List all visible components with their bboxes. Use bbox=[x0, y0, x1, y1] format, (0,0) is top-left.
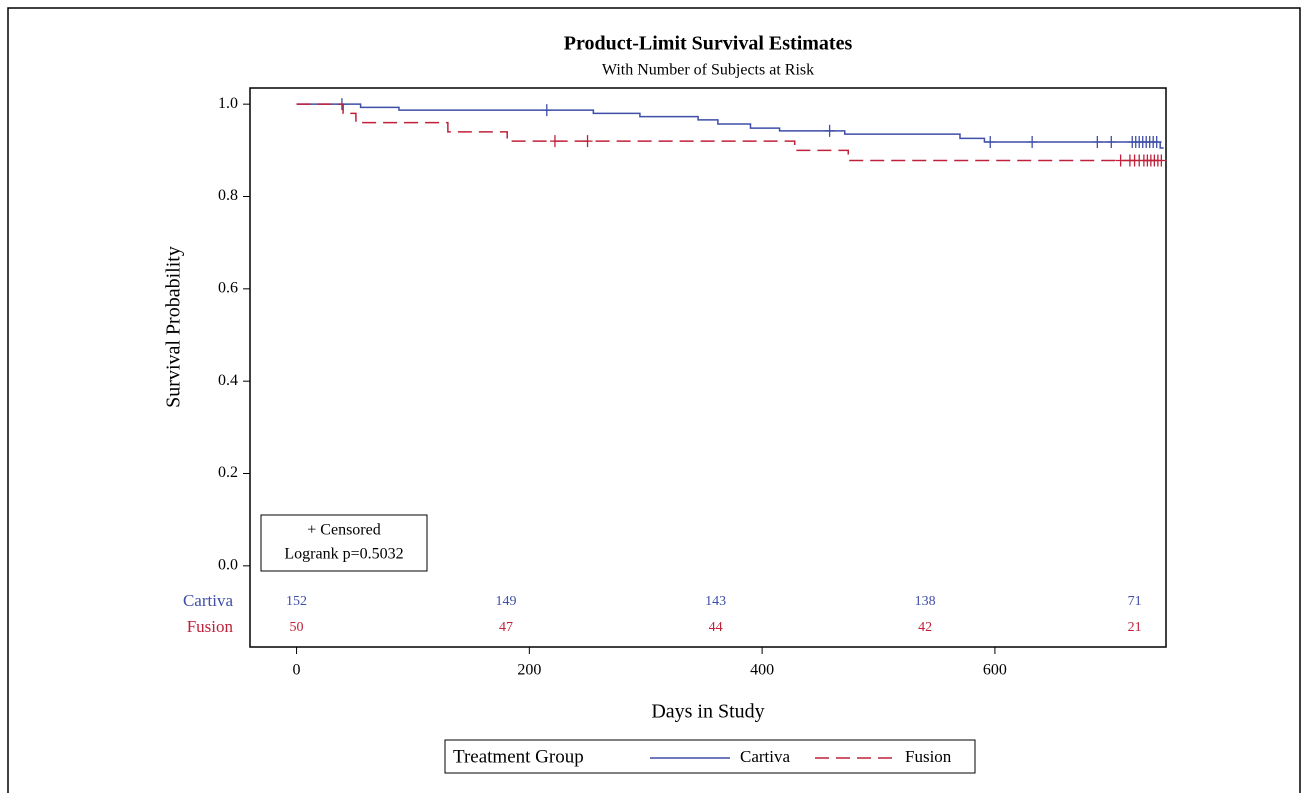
y-tick-label: 0.0 bbox=[218, 557, 238, 574]
chart-title: Product-Limit Survival Estimates bbox=[564, 33, 853, 55]
at-risk-count: 47 bbox=[499, 620, 513, 635]
risk-row-label: Cartiva bbox=[183, 591, 233, 610]
at-risk-count: 149 bbox=[496, 594, 517, 609]
x-tick-label: 200 bbox=[517, 662, 541, 679]
censor-mark bbox=[549, 135, 560, 148]
censor-mark bbox=[1115, 154, 1126, 167]
x-axis-label: Days in Study bbox=[651, 701, 764, 723]
at-risk-count: 42 bbox=[918, 620, 932, 635]
censor-mark bbox=[824, 124, 835, 137]
legend-box bbox=[444, 739, 976, 774]
x-tick-label: 400 bbox=[750, 662, 774, 679]
at-risk-count: 71 bbox=[1128, 594, 1142, 609]
censor-mark bbox=[541, 104, 552, 117]
y-tick-label: 0.8 bbox=[218, 187, 238, 204]
at-risk-count: 21 bbox=[1128, 620, 1142, 635]
legend-label: Fusion bbox=[905, 747, 952, 766]
inset-legend-box bbox=[260, 514, 428, 572]
plot-frame bbox=[249, 87, 1167, 648]
y-tick-label: 1.0 bbox=[218, 95, 238, 112]
at-risk-count: 50 bbox=[290, 620, 304, 635]
y-tick-label: 0.2 bbox=[218, 464, 238, 481]
censor-mark bbox=[1092, 136, 1103, 149]
at-risk-count: 143 bbox=[705, 594, 726, 609]
survival-curve bbox=[296, 103, 1164, 149]
chart-subtitle: With Number of Subjects at Risk bbox=[602, 62, 814, 79]
censor-mark bbox=[1106, 136, 1117, 149]
censor-mark bbox=[582, 135, 593, 148]
risk-row-label: Fusion bbox=[187, 617, 234, 636]
legend-title: Treatment Group bbox=[453, 746, 584, 767]
censor-mark bbox=[1151, 136, 1162, 149]
x-tick-label: 0 bbox=[293, 662, 301, 679]
y-tick-label: 0.6 bbox=[218, 280, 238, 297]
y-axis-label: Survival Probability bbox=[163, 246, 185, 408]
at-risk-count: 138 bbox=[915, 594, 936, 609]
inset-legend-text: Logrank p=0.5032 bbox=[284, 546, 403, 563]
survival-curve bbox=[296, 103, 1164, 162]
at-risk-count: 44 bbox=[709, 620, 723, 635]
page-frame bbox=[7, 7, 1301, 793]
censor-mark bbox=[1156, 154, 1167, 167]
at-risk-count: 152 bbox=[286, 594, 307, 609]
y-tick-label: 0.4 bbox=[218, 372, 238, 389]
x-tick-label: 600 bbox=[983, 662, 1007, 679]
censor-mark bbox=[1027, 136, 1038, 149]
inset-legend-text: + Censored bbox=[307, 522, 380, 539]
censor-mark bbox=[985, 136, 996, 149]
legend-label: Cartiva bbox=[740, 747, 790, 766]
